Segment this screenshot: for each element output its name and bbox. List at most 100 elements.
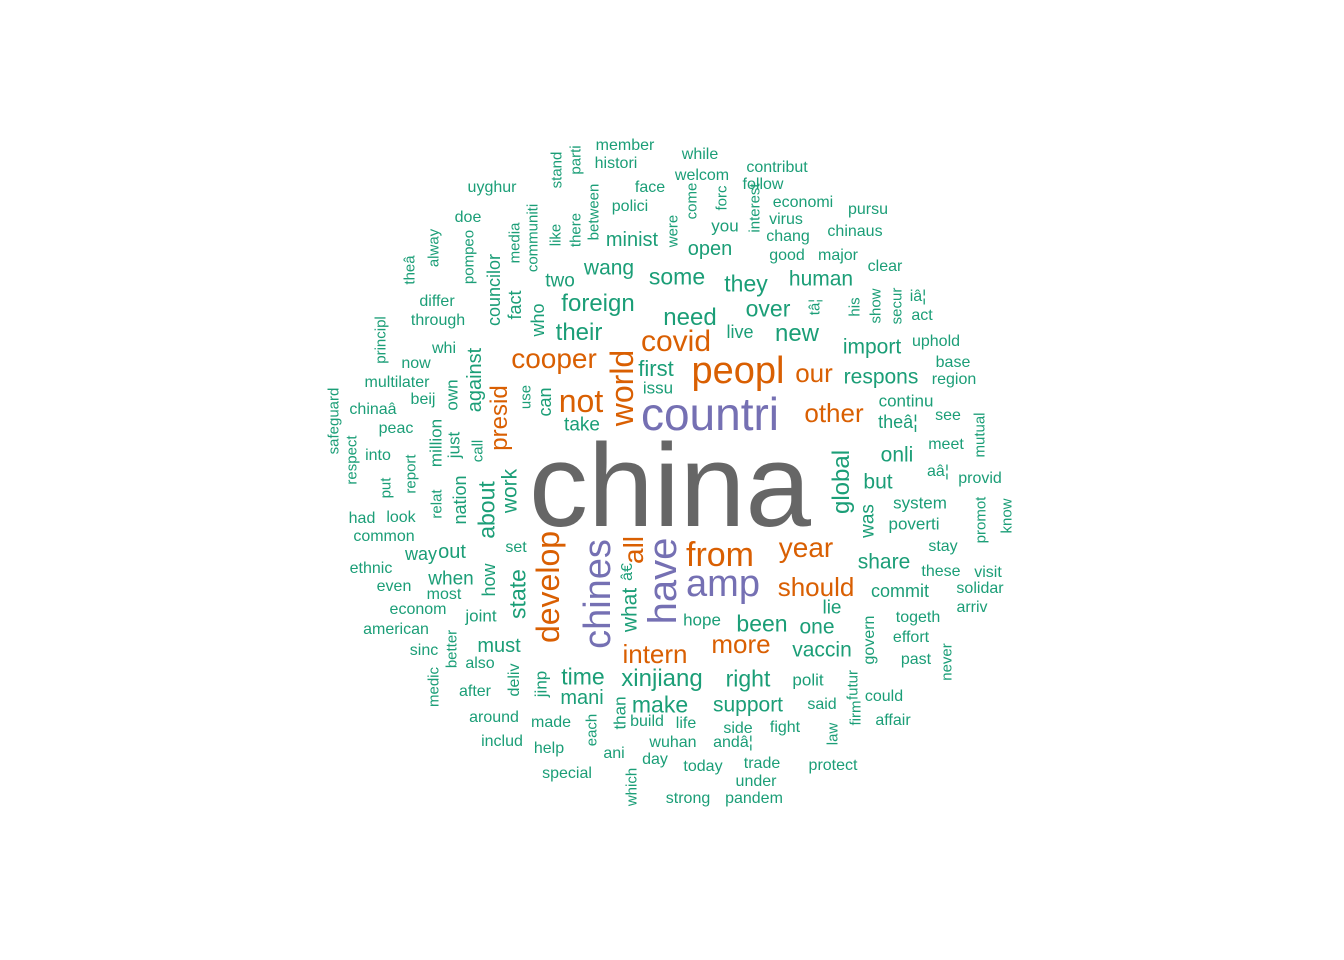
word-188: forc xyxy=(713,185,731,211)
word-128: strong xyxy=(665,790,711,807)
word-168: like xyxy=(547,223,565,247)
word-135: build xyxy=(630,713,664,730)
word-51: against xyxy=(464,347,486,413)
word-196: promot xyxy=(972,496,990,544)
word-189: interest xyxy=(746,183,764,233)
word-175: safeguard xyxy=(325,387,343,455)
word-165: parti xyxy=(567,145,585,175)
word-144: sinc xyxy=(409,642,439,659)
word-21: foreign xyxy=(561,290,635,317)
word-65: nation xyxy=(450,475,470,525)
word-11: covid xyxy=(640,325,712,358)
word-124: protect xyxy=(808,757,858,774)
word-109: meet xyxy=(928,436,964,453)
word-22: need xyxy=(663,304,717,331)
word-156: beij xyxy=(410,391,436,408)
word-18: other xyxy=(804,398,864,428)
word-52: open xyxy=(687,238,733,260)
word-23: new xyxy=(774,320,820,347)
word-56: lie xyxy=(822,597,842,619)
word-161: differ xyxy=(419,293,455,310)
word-142: after xyxy=(458,683,492,700)
word-195: know xyxy=(998,498,1016,534)
word-84: deliv xyxy=(506,663,523,697)
word-13: year xyxy=(778,532,834,563)
word-112: stay xyxy=(928,538,958,555)
word-119: past xyxy=(900,651,932,668)
word-8: not xyxy=(558,383,604,419)
word-5: amp xyxy=(686,563,760,605)
word-70: continu xyxy=(878,391,934,411)
word-41: support xyxy=(712,693,784,717)
word-55: when xyxy=(428,568,474,590)
word-121: affair xyxy=(875,712,911,729)
word-92: welcom xyxy=(674,167,730,184)
word-169: communiti xyxy=(524,203,542,273)
word-40: vaccin xyxy=(792,638,852,662)
word-127: pandem xyxy=(725,790,783,807)
word-200: law xyxy=(824,722,842,746)
word-111: provid xyxy=(958,470,1002,487)
word-123: fight xyxy=(769,719,801,736)
word-67: how xyxy=(479,563,499,597)
word-179: relat xyxy=(428,489,446,519)
word-117: togeth xyxy=(895,609,941,626)
word-139: special xyxy=(542,765,592,782)
word-97: chang xyxy=(766,228,810,245)
word-17: should xyxy=(777,572,855,602)
word-29: they xyxy=(724,270,768,297)
word-10: develop xyxy=(530,530,566,644)
word-164: stand xyxy=(548,151,566,189)
word-147: most xyxy=(426,586,462,603)
word-58: two xyxy=(545,270,575,292)
word-77: jinp xyxy=(531,670,551,698)
word-191: his xyxy=(846,297,864,317)
word-53: minist xyxy=(605,229,659,251)
word-83: govern xyxy=(861,615,878,665)
word-31: make xyxy=(631,691,689,718)
word-98: good xyxy=(769,247,805,264)
word-134: life xyxy=(675,715,697,732)
word-120: could xyxy=(864,688,904,705)
word-25: global xyxy=(828,449,855,515)
word-85: â€ xyxy=(619,563,636,581)
word-166: between xyxy=(585,183,603,241)
word-125: trade xyxy=(743,755,781,772)
word-4: have xyxy=(641,537,685,625)
word-57: was xyxy=(857,504,879,538)
word-154: peac xyxy=(378,420,414,437)
word-102: clear xyxy=(867,258,903,275)
word-38: wang xyxy=(583,256,635,280)
word-82: issu xyxy=(642,378,674,398)
word-2: countri xyxy=(640,388,780,440)
word-86: member xyxy=(595,137,655,154)
word-199: firm xyxy=(847,700,865,726)
word-150: common xyxy=(353,528,415,545)
word-115: solidar xyxy=(956,580,1004,597)
word-162: doe xyxy=(454,209,482,226)
word-87: histori xyxy=(594,155,638,172)
word-192: show xyxy=(867,288,885,324)
word-160: through xyxy=(410,312,466,329)
word-26: their xyxy=(555,319,603,346)
word-185: which xyxy=(623,767,641,807)
word-158: now xyxy=(401,355,431,372)
word-101: chinaus xyxy=(827,223,883,240)
word-90: polici xyxy=(611,198,649,215)
word-19: our xyxy=(795,358,833,388)
word-75: million xyxy=(426,418,446,468)
word-126: under xyxy=(735,773,777,790)
word-63: can xyxy=(535,387,555,417)
word-151: had xyxy=(348,510,376,527)
word-30: time xyxy=(561,663,605,690)
word-173: theâ xyxy=(401,255,419,285)
word-145: american xyxy=(363,621,429,638)
word-131: wuhan xyxy=(649,734,697,751)
word-190: tâ¦ xyxy=(806,298,824,316)
word-49: must xyxy=(477,635,521,657)
word-170: media xyxy=(506,222,524,264)
word-36: first xyxy=(638,356,674,381)
word-47: one xyxy=(799,615,835,639)
word-45: import xyxy=(842,335,902,359)
